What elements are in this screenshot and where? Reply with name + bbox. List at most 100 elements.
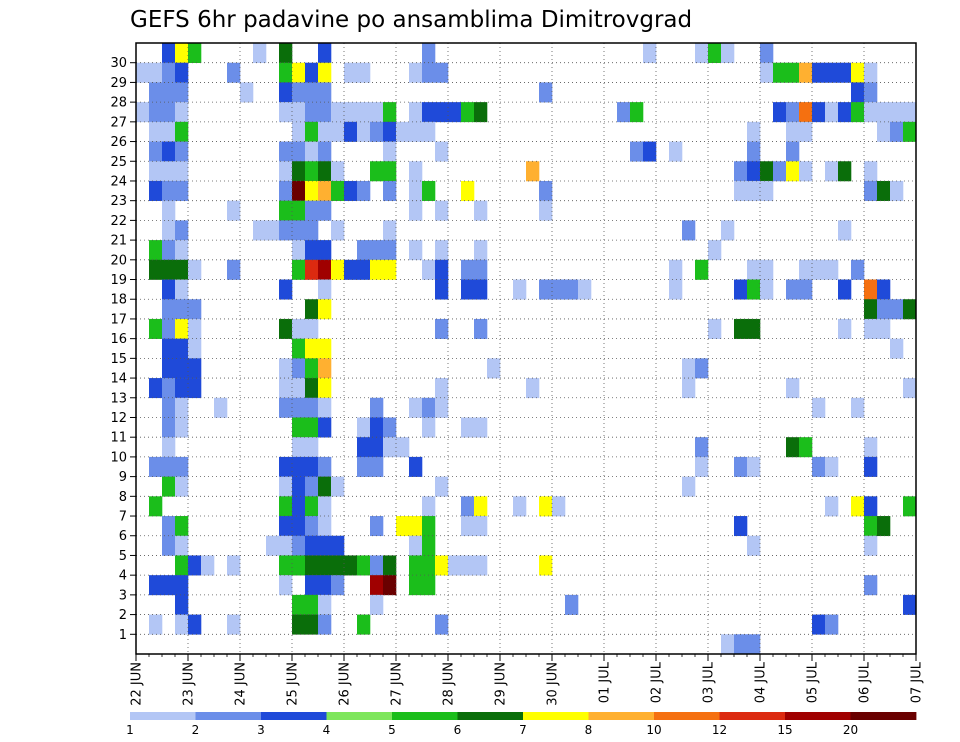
colorbar-label: 8 xyxy=(585,723,593,737)
heatmap-cell xyxy=(461,417,475,438)
heatmap-cell xyxy=(162,358,176,379)
heatmap-cell xyxy=(383,102,397,123)
heatmap-cell xyxy=(786,279,800,300)
heatmap-cell xyxy=(799,102,813,123)
heatmap-cell xyxy=(305,614,319,635)
colorbar-label: 7 xyxy=(519,723,527,737)
heatmap-cell xyxy=(253,220,267,241)
heatmap-cell xyxy=(175,299,189,320)
heatmap-cell xyxy=(383,575,397,596)
colorbar-label: 12 xyxy=(712,723,727,737)
heatmap-cell xyxy=(370,259,384,280)
heatmap-cell xyxy=(903,594,917,615)
y-tick-label: 9 xyxy=(119,470,127,485)
heatmap-cell xyxy=(383,180,397,201)
y-tick-label: 24 xyxy=(110,174,127,189)
heatmap-cell xyxy=(747,161,761,182)
heatmap-cell xyxy=(162,378,176,399)
heatmap-cell xyxy=(357,180,371,201)
heatmap-cell xyxy=(331,102,345,123)
heatmap-cell xyxy=(799,121,813,142)
heatmap-cell xyxy=(162,575,176,596)
heatmap-cell xyxy=(890,299,904,320)
heatmap-cell xyxy=(708,318,722,339)
heatmap-cell xyxy=(903,496,917,517)
heatmap-cell xyxy=(760,259,774,280)
heatmap-cell xyxy=(409,397,423,418)
heatmap-cell xyxy=(305,299,319,320)
heatmap-cell xyxy=(357,62,371,83)
y-tick-label: 16 xyxy=(110,332,127,347)
heatmap-cell xyxy=(149,456,163,477)
heatmap-cell xyxy=(279,318,293,339)
heatmap-cell xyxy=(474,496,488,517)
heatmap-cell xyxy=(318,43,332,64)
heatmap-cell xyxy=(305,220,319,241)
heatmap-cell xyxy=(318,358,332,379)
heatmap-cell xyxy=(175,161,189,182)
x-tick-label: 02 JUL xyxy=(650,661,665,703)
heatmap-cell xyxy=(292,535,306,556)
heatmap-cell xyxy=(708,240,722,261)
heatmap-cell xyxy=(318,555,332,576)
heatmap-cell xyxy=(760,161,774,182)
heatmap-cell xyxy=(370,397,384,418)
heatmap-cell xyxy=(331,476,345,497)
heatmap-cell xyxy=(643,141,657,162)
heatmap-cell xyxy=(565,594,579,615)
colorbar-swatch xyxy=(457,712,524,720)
heatmap-cell xyxy=(175,476,189,497)
x-tick-label: 22 JUN xyxy=(130,662,145,706)
y-tick-label: 11 xyxy=(110,431,127,446)
heatmap-cell xyxy=(864,575,878,596)
heatmap-cell xyxy=(552,279,566,300)
heatmap-cell xyxy=(305,456,319,477)
heatmap-cell xyxy=(292,496,306,517)
heatmap-cell xyxy=(318,338,332,359)
heatmap-cell xyxy=(526,378,540,399)
heatmap-cell xyxy=(188,43,202,64)
heatmap-cell xyxy=(266,220,280,241)
heatmap-cell xyxy=(721,220,735,241)
heatmap-cell xyxy=(305,180,319,201)
colorbar-swatch xyxy=(261,712,327,720)
heatmap-cell xyxy=(188,318,202,339)
heatmap-cell xyxy=(292,397,306,418)
heatmap-cell xyxy=(539,496,553,517)
y-tick-label: 3 xyxy=(119,588,127,603)
heatmap-cell xyxy=(136,62,150,83)
heatmap-cell xyxy=(357,417,371,438)
heatmap-cell xyxy=(396,437,410,458)
heatmap-cell xyxy=(864,299,878,320)
heatmap-cell xyxy=(487,358,501,379)
heatmap-cell xyxy=(279,575,293,596)
heatmap-cell xyxy=(331,259,345,280)
heatmap-cell xyxy=(864,456,878,477)
heatmap-cell xyxy=(682,378,696,399)
heatmap-cell xyxy=(370,594,384,615)
heatmap-cell xyxy=(747,180,761,201)
heatmap-cell xyxy=(513,496,527,517)
heatmap-cells xyxy=(136,43,917,655)
heatmap-cell xyxy=(422,102,436,123)
heatmap-cell xyxy=(539,200,553,221)
heatmap-cell xyxy=(162,397,176,418)
heatmap-cell xyxy=(292,476,306,497)
heatmap-cell xyxy=(435,378,449,399)
heatmap-cell xyxy=(825,259,839,280)
heatmap-cell xyxy=(344,259,358,280)
heatmap-cell xyxy=(435,397,449,418)
colorbar-swatch xyxy=(785,712,851,720)
x-tick-label: 03 JUL xyxy=(702,661,717,703)
heatmap-cell xyxy=(162,102,176,123)
heatmap-cell xyxy=(864,62,878,83)
heatmap-cell xyxy=(422,180,436,201)
heatmap-cell xyxy=(760,43,774,64)
colorbar-legend: 1 2 3 4 5 6 7 8 10 12 15 20 xyxy=(126,712,917,737)
heatmap-cell xyxy=(344,180,358,201)
y-tick-label: 29 xyxy=(110,76,127,91)
heatmap-cell xyxy=(435,279,449,300)
heatmap-cell xyxy=(695,43,709,64)
heatmap-cell xyxy=(630,102,644,123)
heatmap-cell xyxy=(279,456,293,477)
